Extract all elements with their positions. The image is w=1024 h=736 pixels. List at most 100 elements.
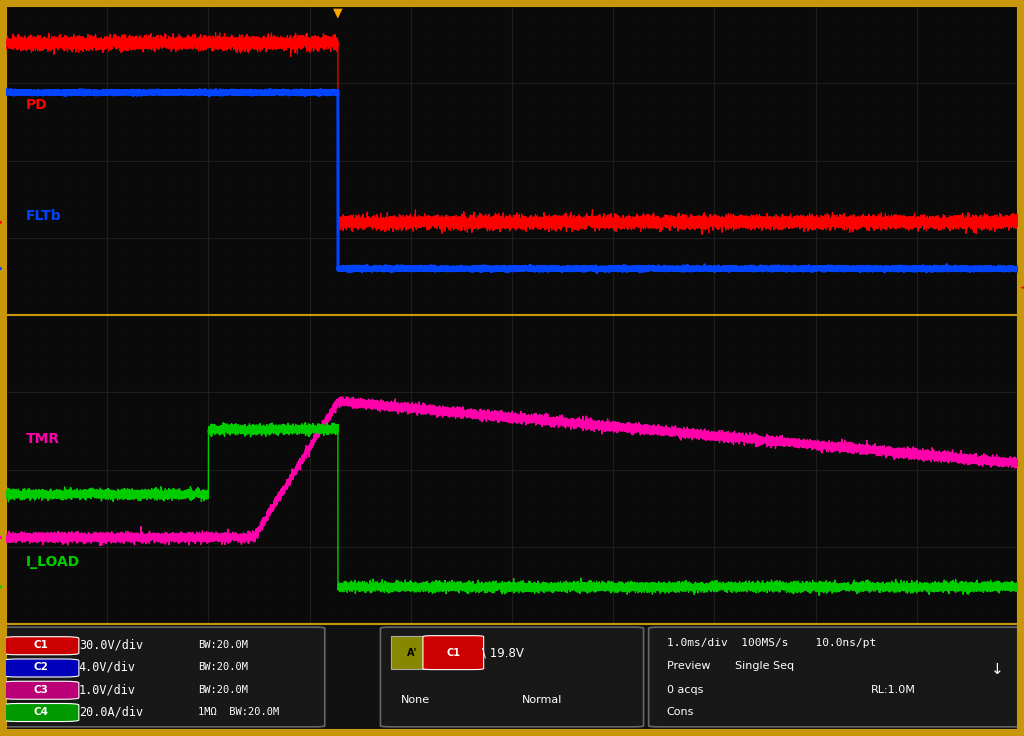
Point [38, 417, 54, 429]
Point [585, 510, 601, 522]
Point [585, 587, 601, 599]
Point [423, 495, 439, 506]
Point [119, 526, 135, 537]
Point [423, 170, 439, 182]
Point [666, 556, 682, 568]
Point [463, 93, 479, 105]
Point [58, 603, 75, 615]
Point [626, 402, 642, 414]
Point [827, 448, 844, 460]
Point [342, 340, 358, 352]
Point [443, 139, 460, 151]
Point [139, 325, 156, 336]
Point [666, 448, 682, 460]
Point [241, 139, 257, 151]
Point [585, 31, 601, 43]
Point [382, 526, 398, 537]
Point [585, 170, 601, 182]
Point [180, 417, 197, 429]
Point [79, 448, 95, 460]
Point [645, 402, 662, 414]
Point [929, 46, 945, 58]
Point [220, 216, 237, 228]
Point [463, 108, 479, 120]
Point [564, 216, 581, 228]
Point [524, 294, 541, 305]
Point [119, 294, 135, 305]
Point [342, 15, 358, 27]
Point [261, 139, 278, 151]
Point [545, 278, 561, 290]
Point [626, 587, 642, 599]
Point [443, 587, 460, 599]
Point [970, 124, 986, 135]
Point [119, 479, 135, 491]
Point [686, 325, 702, 336]
Point [362, 495, 379, 506]
Point [626, 371, 642, 383]
Point [58, 170, 75, 182]
Point [787, 294, 804, 305]
Point [686, 216, 702, 228]
Point [362, 510, 379, 522]
Point [220, 46, 237, 58]
Point [79, 278, 95, 290]
Point [119, 139, 135, 151]
Point [929, 448, 945, 460]
Point [989, 340, 1006, 352]
Point [160, 325, 176, 336]
Point [382, 15, 398, 27]
Point [423, 448, 439, 460]
Point [585, 448, 601, 460]
Point [423, 510, 439, 522]
Point [726, 124, 742, 135]
Point [342, 247, 358, 259]
Point [787, 479, 804, 491]
Point [686, 62, 702, 74]
Point [848, 510, 864, 522]
Point [342, 31, 358, 43]
Point [827, 62, 844, 74]
Point [79, 263, 95, 275]
Point [322, 31, 338, 43]
Point [949, 433, 966, 445]
Point [282, 108, 298, 120]
Point [868, 216, 885, 228]
Point [564, 495, 581, 506]
Point [180, 355, 197, 367]
Point [564, 526, 581, 537]
Point [767, 294, 783, 305]
Point [180, 139, 197, 151]
Point [585, 15, 601, 27]
Point [645, 495, 662, 506]
Point [463, 526, 479, 537]
Point [585, 556, 601, 568]
Text: Preview       Single Seq: Preview Single Seq [667, 662, 794, 671]
Point [382, 325, 398, 336]
Point [58, 216, 75, 228]
Point [666, 325, 682, 336]
Point [585, 185, 601, 197]
Point [746, 340, 763, 352]
Point [322, 495, 338, 506]
Point [949, 108, 966, 120]
Point [180, 587, 197, 599]
Text: None: None [400, 696, 430, 705]
Point [282, 355, 298, 367]
Point [18, 263, 35, 275]
Point [666, 371, 682, 383]
Point [18, 448, 35, 460]
Point [282, 371, 298, 383]
Point [463, 31, 479, 43]
Point [626, 510, 642, 522]
Point [767, 108, 783, 120]
Point [382, 263, 398, 275]
Text: C1: C1 [34, 640, 49, 650]
Point [160, 495, 176, 506]
Point [79, 556, 95, 568]
Point [483, 62, 500, 74]
Point [827, 139, 844, 151]
Point [787, 247, 804, 259]
Point [220, 201, 237, 213]
Point [382, 556, 398, 568]
